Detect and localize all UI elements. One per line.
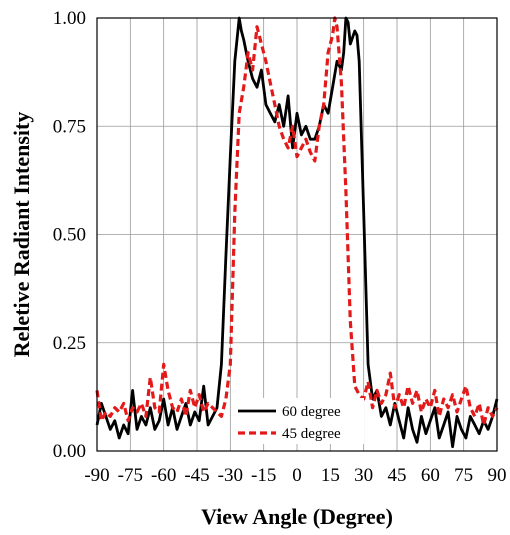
y-axis-title: Reletive Radiant Intensity <box>9 112 34 358</box>
y-tick-label: 0.75 <box>53 116 86 137</box>
series-line-45-degree <box>95 16 499 427</box>
y-tick-label: 0.25 <box>53 333 86 354</box>
x-tick-label: 60 <box>421 465 440 486</box>
legend-background <box>232 398 364 444</box>
legend-label-45-degree: 45 degree <box>282 426 341 442</box>
x-tick-label: 75 <box>454 465 473 486</box>
grid <box>96 17 498 452</box>
x-tick-label: 0 <box>292 465 302 486</box>
series-layer <box>95 16 499 449</box>
legend: 60 degree 45 degree <box>232 398 364 444</box>
x-tick-label: 30 <box>354 465 373 486</box>
x-tick-label: -90 <box>84 465 109 486</box>
y-tick-labels: 0.00 0.25 0.50 0.75 1.00 <box>53 8 86 462</box>
plot-frame <box>96 17 498 452</box>
x-tick-label: 45 <box>388 465 407 486</box>
y-tick-label: 0.00 <box>53 441 86 462</box>
y-tick-label: 1.00 <box>53 8 86 29</box>
legend-label-60-degree: 60 degree <box>282 404 341 420</box>
y-tick-label: 0.50 <box>53 225 86 246</box>
x-tick-label: 15 <box>321 465 340 486</box>
x-tick-label: -60 <box>151 465 176 486</box>
x-tick-label: -15 <box>251 465 276 486</box>
series-line-60-degree <box>95 16 499 449</box>
x-tick-label: -30 <box>218 465 243 486</box>
x-tick-label: 90 <box>488 465 507 486</box>
x-axis-title: View Angle (Degree) <box>201 504 393 529</box>
x-tick-label: -75 <box>118 465 143 486</box>
x-tick-label: -45 <box>184 465 209 486</box>
x-tick-labels: -90 -75 -60 -45 -30 -15 0 15 30 45 60 75 90 <box>84 465 506 486</box>
